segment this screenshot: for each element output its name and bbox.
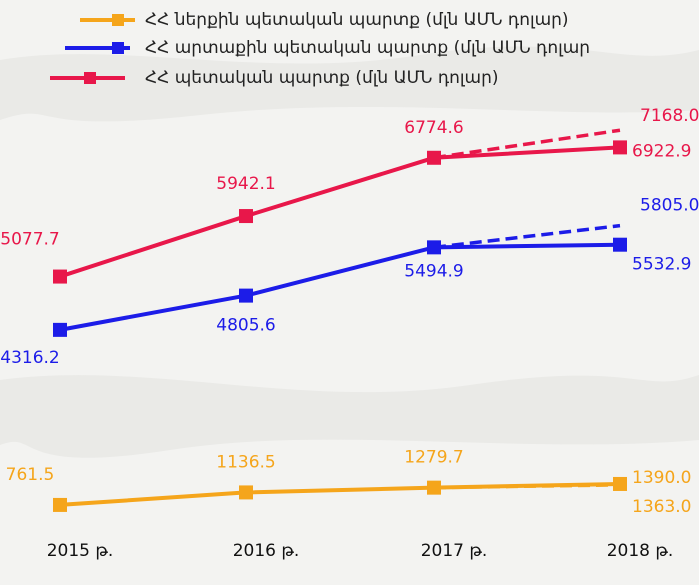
point-marker xyxy=(613,476,627,491)
background-texture xyxy=(0,46,699,458)
forecast-line xyxy=(433,483,621,490)
forecast-line xyxy=(433,128,621,160)
forecast-label: 1363.0 xyxy=(632,497,691,517)
forecast-label: 5805.0 xyxy=(640,196,699,216)
legend-label: ՀՀ արտաքին պետական պարտք (մլն ԱՄՆ դոլար xyxy=(145,38,590,58)
legend-marker xyxy=(112,14,124,26)
value-label: 1279.7 xyxy=(404,448,463,468)
point-marker xyxy=(239,288,253,303)
value-label: 1136.5 xyxy=(216,452,275,472)
value-label: 5532.9 xyxy=(632,255,691,275)
value-label: 5494.9 xyxy=(404,261,463,281)
x-tick-label: 2016 թ. xyxy=(233,541,300,561)
point-marker xyxy=(53,322,67,337)
value-label: 761.5 xyxy=(6,465,55,485)
series-line xyxy=(59,145,621,279)
x-tick-label: 2017 թ. xyxy=(421,541,488,561)
value-label: 6922.9 xyxy=(632,141,691,161)
point-marker xyxy=(239,485,253,500)
legend-marker xyxy=(112,42,124,54)
point-marker xyxy=(53,497,67,512)
value-label: 4316.2 xyxy=(0,348,59,368)
point-marker xyxy=(427,480,441,495)
point-marker xyxy=(427,240,441,255)
x-tick-label: 2015 թ. xyxy=(47,541,114,561)
value-label: 6774.6 xyxy=(404,118,463,138)
legend-marker xyxy=(84,72,96,84)
legend-label: ՀՀ պետական պարտք (մլն ԱՄՆ դոլար) xyxy=(145,68,498,88)
series-line xyxy=(59,242,621,332)
point-marker xyxy=(239,209,253,224)
value-label: 1390.0 xyxy=(632,468,691,488)
value-label: 4805.6 xyxy=(216,316,275,336)
legend-label: ՀՀ ներքին պետական պարտք (մլն ԱՄՆ դոլար) xyxy=(145,10,569,30)
value-label: 5942.1 xyxy=(216,174,275,194)
value-label: 5077.7 xyxy=(0,230,59,250)
point-marker xyxy=(53,269,67,284)
x-tick-label: 2018 թ. xyxy=(607,541,674,561)
point-marker xyxy=(427,150,441,165)
point-marker xyxy=(613,237,627,252)
forecast-label: 7168.0 xyxy=(640,106,699,126)
forecast-line xyxy=(433,223,621,250)
point-marker xyxy=(613,140,627,155)
